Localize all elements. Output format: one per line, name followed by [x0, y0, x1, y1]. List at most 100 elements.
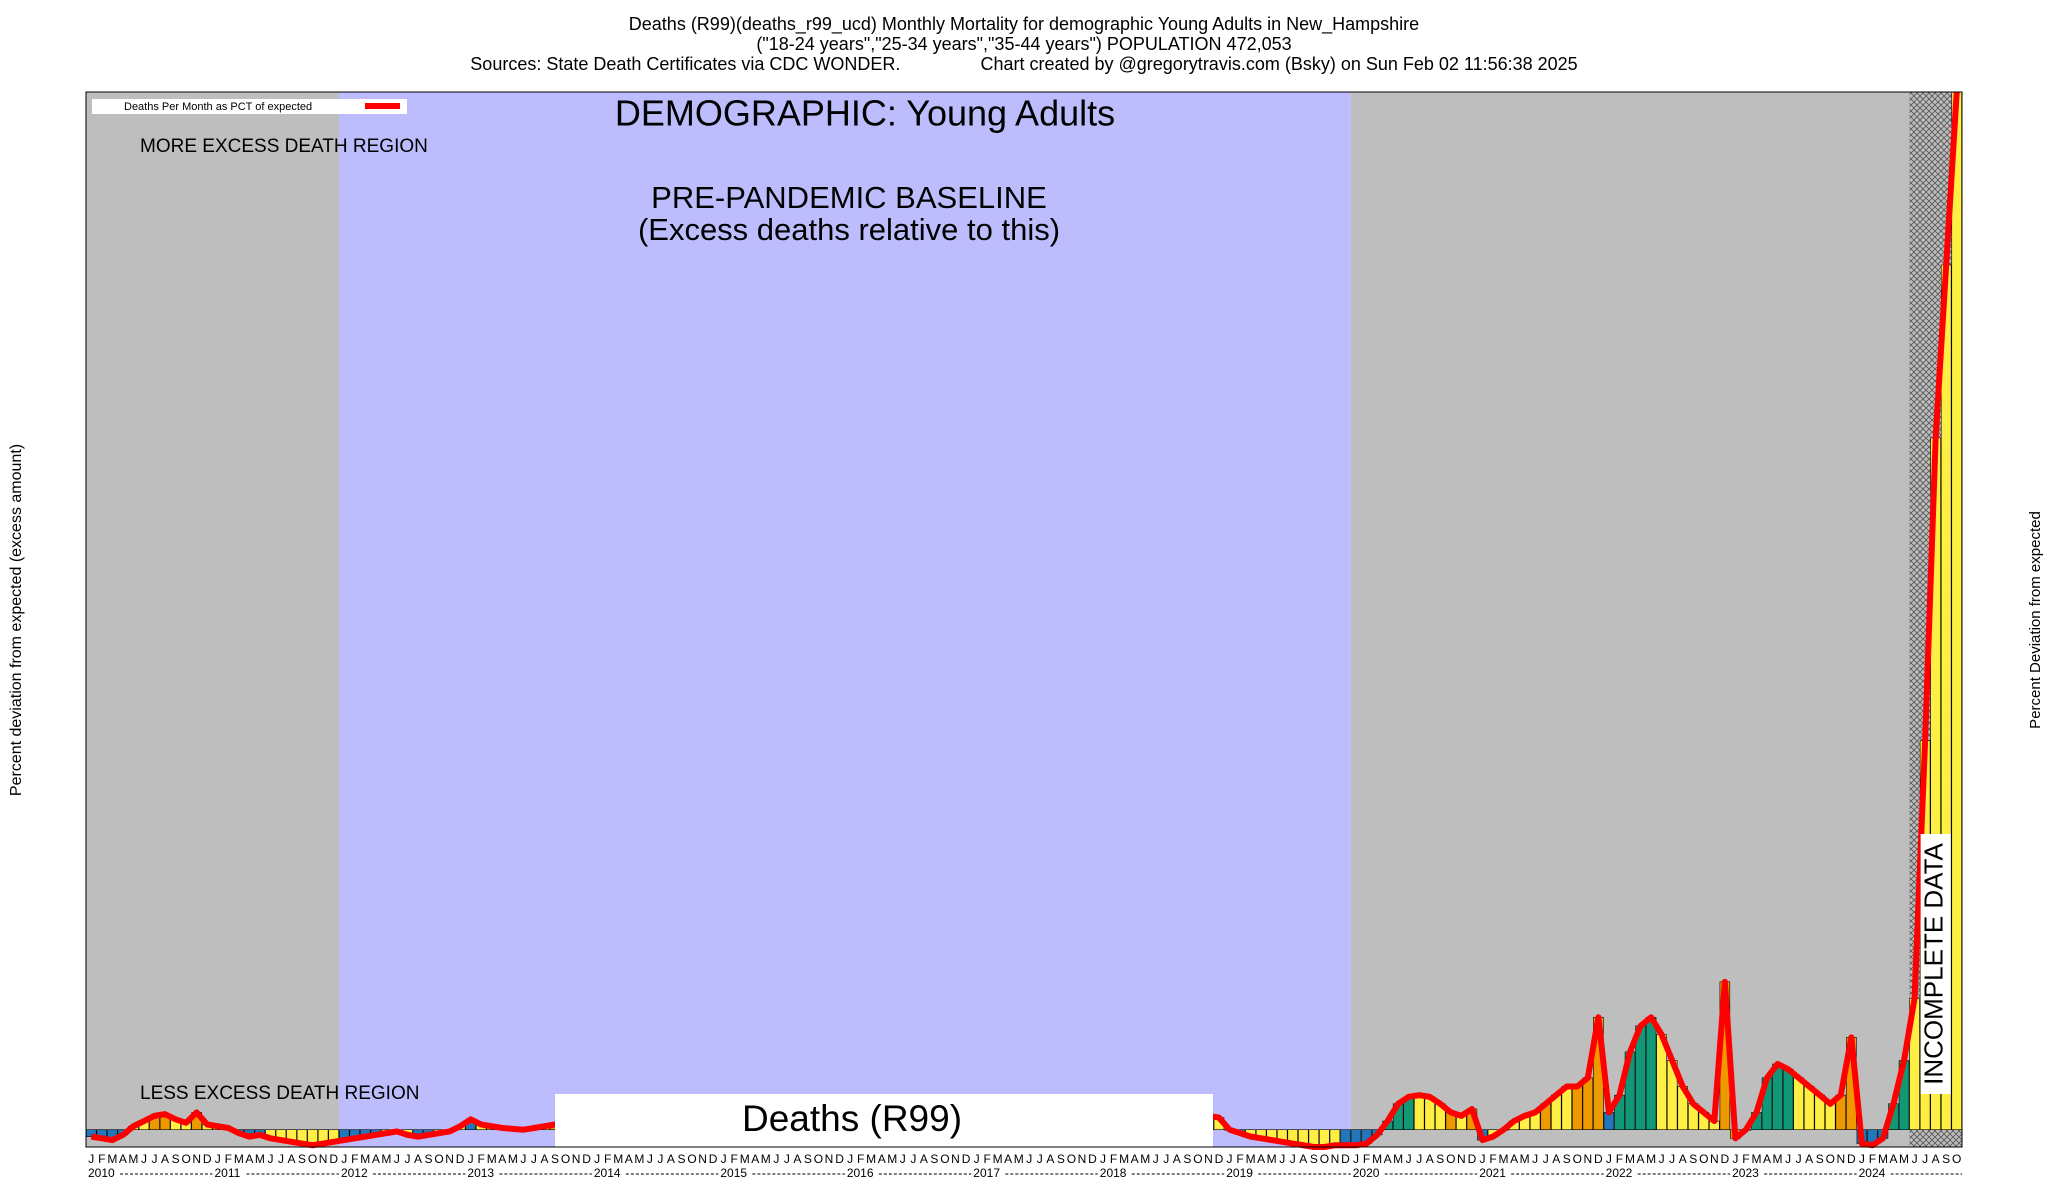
x-tick-label: J	[1532, 1152, 1538, 1166]
x-tick-label: F	[98, 1152, 105, 1166]
bar	[1782, 1068, 1794, 1131]
x-tick-label: F	[1363, 1152, 1370, 1166]
x-tick-label: A	[1763, 1152, 1771, 1166]
x-tick-label: A	[793, 1152, 801, 1166]
x-tick-label: S	[425, 1152, 433, 1166]
x-tick-label: J	[847, 1152, 853, 1166]
x-tick-label: O	[940, 1152, 949, 1166]
x-tick-label: A	[625, 1152, 633, 1166]
x-tick-label: J	[657, 1152, 663, 1166]
chart-source: Sources: State Death Certificates via CD…	[470, 54, 1577, 74]
x-tick-label: A	[1299, 1152, 1307, 1166]
x-tick-label: F	[1110, 1152, 1117, 1166]
x-tick-label: M	[1773, 1152, 1783, 1166]
legend-label: Deaths Per Month as PCT of expected	[124, 101, 312, 113]
x-tick-label: M	[866, 1152, 876, 1166]
x-tick-label: J	[1922, 1152, 1928, 1166]
x-tick-label: M	[1246, 1152, 1256, 1166]
bar	[1572, 1086, 1583, 1131]
x-tick-label: D	[582, 1152, 591, 1166]
x-tick-label: F	[1236, 1152, 1243, 1166]
x-tick-label: M	[255, 1152, 265, 1166]
x-tick-label: A	[878, 1152, 886, 1166]
x-tick-label: A	[1889, 1152, 1897, 1166]
x-tick-label: J	[784, 1152, 790, 1166]
bar	[1582, 1077, 1594, 1131]
x-tick-label: S	[298, 1152, 306, 1166]
x-tick-label: D	[962, 1152, 971, 1166]
y-axis-label: Percent deviation from expected (excess …	[8, 444, 25, 796]
annotation: LESS EXCESS DEATH REGION	[140, 1083, 419, 1104]
bar	[1413, 1094, 1425, 1131]
x-tick-label: D	[1468, 1152, 1477, 1166]
x-tick-label: J	[1026, 1152, 1032, 1166]
x-tick-label: J	[1416, 1152, 1422, 1166]
x-tick-label: O	[814, 1152, 823, 1166]
x-tick-label: J	[341, 1152, 347, 1166]
x-tick-label: S	[1436, 1152, 1444, 1166]
x-tick-label: A	[1426, 1152, 1434, 1166]
bar	[1645, 1016, 1657, 1131]
x-tick-label: M	[1899, 1152, 1909, 1166]
x-tick-label: A	[372, 1152, 380, 1166]
x-tick-label: A	[1510, 1152, 1518, 1166]
x-tick-label: M	[1499, 1152, 1509, 1166]
x-tick-label: D	[835, 1152, 844, 1166]
x-tick-label: S	[1689, 1152, 1697, 1166]
x-tick-label: A	[540, 1152, 548, 1166]
x-tick-label: D	[1215, 1152, 1224, 1166]
bar	[1793, 1077, 1804, 1131]
x-tick-label: O	[1193, 1152, 1202, 1166]
x-tick-label: J	[647, 1152, 653, 1166]
x-tick-label: A	[1637, 1152, 1645, 1166]
x-tick-label: J	[1859, 1152, 1865, 1166]
x-tick-label: M	[740, 1152, 750, 1166]
x-tick-label: M	[128, 1152, 138, 1166]
x-tick-label: O	[1573, 1152, 1582, 1166]
x-tick-label: M	[381, 1152, 391, 1166]
background-layer	[86, 92, 1962, 1147]
x-tick-label: D	[1847, 1152, 1856, 1166]
x-tick-label: F	[1616, 1152, 1623, 1166]
year-label: 2016	[847, 1166, 874, 1180]
x-tick-label: F	[351, 1152, 358, 1166]
bar	[1772, 1063, 1783, 1131]
x-tick-label: D	[1721, 1152, 1730, 1166]
x-tick-label: J	[278, 1152, 284, 1166]
x-tick-label: J	[1037, 1152, 1043, 1166]
x-tick-label: O	[1067, 1152, 1076, 1166]
x-tick-label: O	[1826, 1152, 1835, 1166]
bar	[1825, 1103, 1836, 1131]
x-tick-label: J	[468, 1152, 474, 1166]
x-tick-label: N	[1457, 1152, 1466, 1166]
x-tick-label: J	[1606, 1152, 1612, 1166]
year-label: 2012	[341, 1166, 368, 1180]
x-tick-label: J	[88, 1152, 94, 1166]
x-tick-label: J	[1163, 1152, 1169, 1166]
x-tick-label: N	[1331, 1152, 1340, 1166]
x-tick-label: M	[1878, 1152, 1888, 1166]
x-tick-label: S	[172, 1152, 180, 1166]
x-tick-label: M	[1625, 1152, 1635, 1166]
year-label: 2024	[1859, 1166, 1886, 1180]
x-tick-label: D	[329, 1152, 338, 1166]
x-tick-label: M	[1267, 1152, 1277, 1166]
y2-axis-label: Percent Deviation from expected	[2027, 511, 2044, 729]
x-tick-label: S	[930, 1152, 938, 1166]
x-tick-label: J	[721, 1152, 727, 1166]
x-tick-label: N	[572, 1152, 581, 1166]
x-tick-label: J	[1290, 1152, 1296, 1166]
x-tick-label: A	[245, 1152, 253, 1166]
x-tick-label: J	[1669, 1152, 1675, 1166]
x-tick-label: M	[1393, 1152, 1403, 1166]
legend-box	[92, 99, 407, 114]
x-tick-label: J	[215, 1152, 221, 1166]
x-tick-label: S	[1183, 1152, 1191, 1166]
x-tick-label: A	[288, 1152, 296, 1166]
x-tick-label: A	[1131, 1152, 1139, 1166]
x-tick-label: J	[394, 1152, 400, 1166]
x-tick-label: D	[709, 1152, 718, 1166]
x-tick-label: N	[1584, 1152, 1593, 1166]
x-tick-label: O	[434, 1152, 443, 1166]
x-tick-label: F	[983, 1152, 990, 1166]
